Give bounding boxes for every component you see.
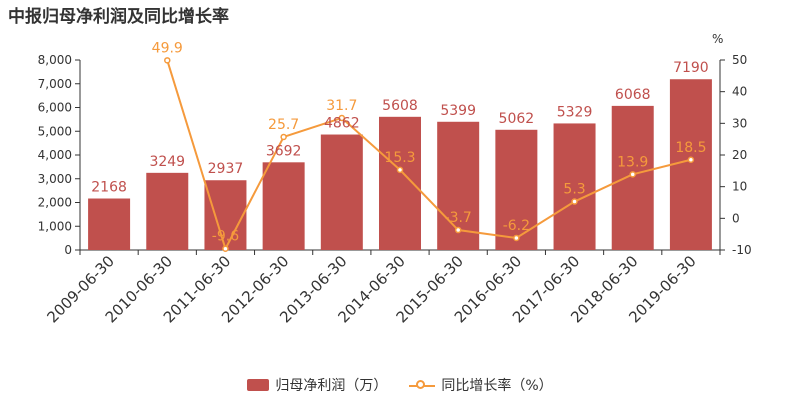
line-value-label: 25.7 — [268, 117, 299, 133]
y-left-tick-label: 2,000 — [38, 196, 72, 210]
bar-value-label: 5062 — [499, 111, 535, 127]
bar-value-label: 7190 — [673, 60, 709, 76]
line-point — [454, 226, 462, 234]
y-left-tick-label: 0 — [64, 243, 72, 257]
y-right-unit: % — [712, 32, 723, 46]
line-value-label: 13.9 — [617, 154, 648, 170]
y-right-tick-label: 50 — [732, 53, 747, 67]
legend-label-profit: 归母净利润（万） — [275, 378, 388, 394]
growth-line — [166, 60, 692, 252]
bar — [88, 198, 131, 250]
line-value-label: -3.7 — [445, 210, 472, 226]
y-right-tick-label: 10 — [732, 180, 747, 194]
chart-plot: 0 1,000 2,000 3,000 4,000 5,000 6,000 7,000 8,00… — [38, 32, 752, 326]
y-right-tick-label: -10 — [732, 243, 752, 257]
y-left-tick-label: 8,000 — [38, 53, 72, 67]
bar — [320, 134, 363, 250]
line-value-label: 5.3 — [563, 182, 585, 198]
legend-label-growth: 同比增长率（%） — [441, 378, 553, 394]
y-left-tick-label: 4,000 — [38, 148, 72, 162]
line-point — [687, 156, 695, 163]
bar-value-label: 6068 — [615, 87, 651, 103]
legend-item-profit[interactable]: 归母净利润（万） — [247, 375, 387, 395]
line-point — [164, 57, 171, 64]
y-left-tick-label: 7,000 — [38, 77, 72, 91]
line-point — [396, 166, 404, 174]
bar — [669, 79, 712, 250]
bar-value-label: 5608 — [382, 98, 418, 114]
line-value-label: 18.5 — [675, 140, 706, 156]
y-right-tick-label: 40 — [732, 85, 747, 99]
line-point — [571, 198, 578, 205]
y-left-tick-label: 3,000 — [38, 172, 72, 186]
line-point — [513, 234, 520, 242]
y-left-tick-label: 6,000 — [38, 101, 72, 115]
data-labels: 2168 3249 2937 3692 4862 5608 5399 5062 5329 6068… — [91, 40, 708, 244]
y-right-tick-label: 0 — [732, 211, 740, 225]
bar-value-label: 2937 — [208, 161, 244, 177]
y-right-tick-label: 30 — [732, 116, 747, 130]
bar — [146, 172, 189, 250]
bar — [611, 105, 654, 250]
line-value-label: 31.7 — [326, 98, 357, 114]
y-right-tick-label: 20 — [732, 148, 747, 162]
bar-value-label: 3692 — [266, 143, 302, 159]
bar-value-label: 4862 — [324, 116, 360, 132]
line-series — [164, 57, 695, 252]
bar-swatch-icon — [247, 379, 270, 391]
bar-value-label: 2168 — [91, 180, 127, 196]
bar-value-label: 5329 — [557, 104, 593, 120]
bar-value-label: 5399 — [440, 103, 476, 119]
bar — [262, 162, 305, 250]
line-point — [280, 133, 287, 141]
line-value-label: 15.3 — [384, 150, 415, 166]
bar — [204, 180, 247, 250]
line-point — [222, 245, 229, 252]
bar-series — [88, 79, 712, 251]
line-value-label: 49.9 — [152, 40, 183, 56]
y-left-tick-label: 5,000 — [38, 124, 72, 138]
legend-item-growth[interactable]: 同比增长率（%） — [409, 375, 553, 395]
line-value-label: -9.6 — [212, 229, 239, 245]
chart-title: 中报归母净利润及同比增长率 — [8, 7, 229, 27]
y-left-tick-label: 1,000 — [38, 219, 72, 233]
bar — [379, 116, 421, 250]
line-point — [338, 114, 346, 122]
line-swatch-icon — [409, 379, 436, 391]
bar-value-label: 3249 — [149, 154, 185, 170]
bar — [553, 123, 596, 250]
line-value-label: -6.2 — [503, 218, 530, 234]
legend: 归母净利润（万） 同比增长率（%） — [0, 374, 800, 396]
line-point — [629, 171, 636, 178]
